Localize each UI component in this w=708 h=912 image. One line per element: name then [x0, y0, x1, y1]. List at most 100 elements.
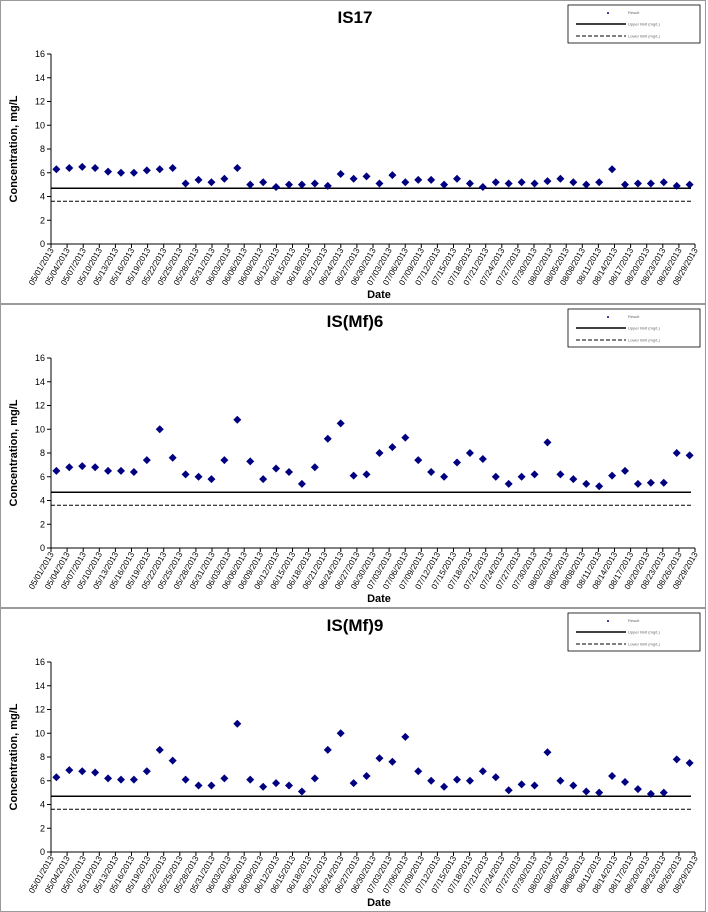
y-tick-label: 4	[40, 800, 45, 810]
data-point	[194, 781, 203, 790]
data-point	[685, 451, 694, 460]
data-point	[388, 757, 397, 766]
data-point	[259, 782, 268, 791]
y-tick-label: 6	[40, 472, 45, 482]
chart-ismf9: IS(Mf)9 Result Upper limit (mg/L) Lower lim…	[8, 612, 701, 909]
data-point	[672, 449, 681, 457]
data-point	[65, 766, 74, 775]
data-point	[517, 472, 526, 481]
data-point	[272, 779, 281, 788]
data-point	[543, 748, 552, 757]
data-point	[259, 178, 268, 187]
data-point	[375, 754, 384, 763]
data-point	[685, 758, 694, 767]
data-point	[246, 457, 255, 466]
y-tick-label: 6	[40, 776, 45, 786]
data-point	[478, 767, 487, 776]
data-point	[646, 478, 655, 487]
y-tick-label: 0	[40, 239, 45, 249]
data-point	[543, 438, 552, 447]
data-point	[297, 180, 306, 189]
data-point	[220, 456, 229, 465]
y-tick-label: 16	[35, 353, 45, 363]
x-axis-label: Date	[367, 897, 391, 909]
data-point	[672, 181, 681, 190]
data-point	[272, 183, 281, 191]
data-point	[427, 175, 436, 184]
y-axis-label: Concentration, mg/L	[8, 95, 20, 202]
x-axis-label: Date	[367, 289, 391, 301]
data-point	[220, 174, 229, 183]
data-point	[440, 180, 449, 189]
chart-panel-3: IS(Mf)9 Result Upper limit (mg/L) Lower lim…	[0, 608, 706, 912]
chart-title: IS(Mf)6	[327, 312, 384, 331]
data-point	[349, 779, 358, 788]
data-point	[401, 178, 410, 187]
data-point	[116, 168, 125, 177]
data-point	[233, 164, 242, 172]
data-point	[168, 164, 177, 172]
data-point	[323, 181, 332, 190]
data-point	[142, 456, 151, 465]
data-point	[207, 475, 216, 484]
data-point	[633, 179, 642, 188]
data-point	[556, 174, 565, 183]
data-point	[181, 179, 190, 188]
data-point	[233, 719, 242, 728]
data-point	[375, 449, 384, 457]
y-tick-label: 12	[35, 705, 45, 715]
data-point	[659, 478, 668, 487]
data-point	[453, 775, 462, 784]
data-point	[440, 782, 449, 791]
data-point	[272, 464, 281, 473]
data-point	[284, 468, 293, 476]
data-point	[582, 180, 591, 189]
data-point	[375, 179, 384, 188]
y-tick-label: 8	[40, 448, 45, 458]
y-tick-label: 12	[35, 97, 45, 107]
y-tick-label: 10	[35, 728, 45, 738]
data-point	[582, 479, 591, 488]
x-axis-label: Date	[367, 593, 391, 605]
chart-is17: IS17 Result Upper limit (mg/L) Lower limit …	[8, 4, 701, 301]
data-point	[78, 767, 87, 776]
data-point	[323, 745, 332, 754]
data-point	[284, 180, 293, 189]
data-point	[362, 470, 371, 479]
legend-entry: Lower limit (mg/L)	[628, 338, 660, 343]
data-point	[207, 178, 216, 187]
data-point	[52, 466, 61, 475]
data-point	[608, 165, 617, 174]
data-point	[608, 471, 617, 480]
data-point	[233, 415, 242, 424]
data-point	[116, 775, 125, 784]
data-point	[491, 178, 500, 187]
y-tick-label: 16	[35, 657, 45, 667]
data-point	[91, 768, 100, 777]
y-tick-label: 10	[35, 120, 45, 130]
y-tick-label: 14	[35, 681, 45, 691]
data-point	[336, 419, 345, 428]
data-point	[284, 781, 293, 790]
data-point	[621, 466, 630, 475]
data-point	[155, 425, 164, 434]
data-point	[440, 472, 449, 481]
y-axis-label: Concentration, mg/L	[8, 703, 20, 810]
data-point	[116, 466, 125, 475]
data-point	[659, 178, 668, 187]
data-point	[104, 167, 113, 176]
data-point	[569, 475, 578, 484]
data-point	[401, 732, 410, 741]
data-point	[530, 781, 539, 790]
data-point	[401, 433, 410, 442]
data-point	[595, 482, 604, 491]
data-point	[52, 165, 61, 174]
data-point	[362, 172, 371, 181]
data-point	[621, 777, 630, 786]
chart-panel-1: IS17 Result Upper limit (mg/L) Lower limit …	[0, 0, 706, 304]
y-tick-label: 6	[40, 168, 45, 178]
data-point	[478, 183, 487, 191]
data-point	[569, 781, 578, 790]
legend-entry: Result	[628, 10, 640, 15]
data-point	[297, 479, 306, 488]
